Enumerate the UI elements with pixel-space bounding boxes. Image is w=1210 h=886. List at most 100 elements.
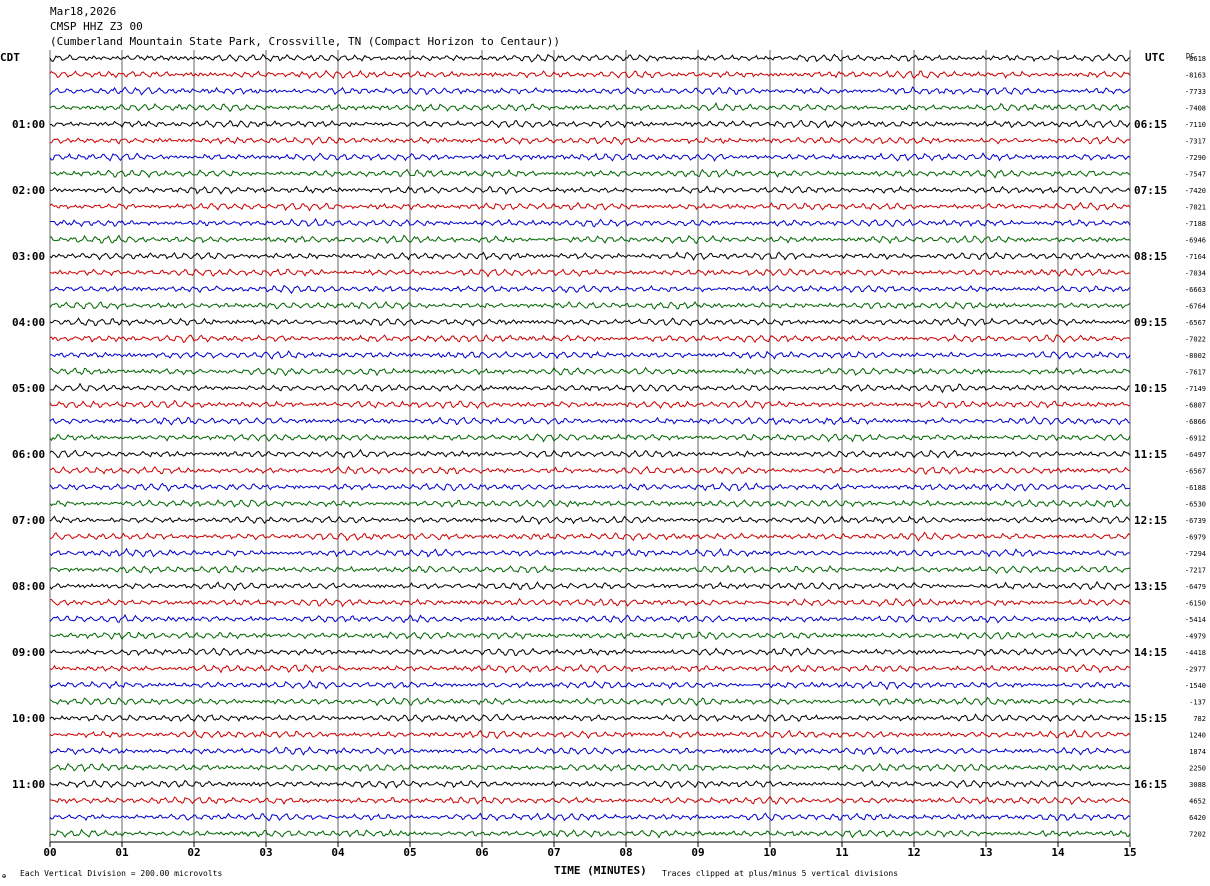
trace-line — [49, 317, 1131, 327]
left-time-label: 01:00 — [12, 118, 45, 131]
trace-line — [49, 498, 1131, 508]
dc-offset-label: -6567 — [1185, 319, 1206, 327]
dc-offset-label: -6912 — [1185, 435, 1206, 443]
dc-offset-label: -8002 — [1185, 352, 1206, 360]
right-time-label: 15:15 — [1134, 712, 1167, 725]
left-time-label: 10:00 — [12, 712, 45, 725]
dc-offset-label: -6150 — [1185, 600, 1206, 608]
x-tick-label: 10 — [763, 846, 776, 859]
x-tick-label: 03 — [259, 846, 272, 859]
dc-offset-label: -7164 — [1185, 253, 1206, 261]
x-tick-label: 08 — [619, 846, 632, 859]
trace-line — [49, 251, 1131, 261]
trace-line — [49, 201, 1131, 212]
right-timezone-label: UTC — [1145, 51, 1165, 64]
dc-offset-label: -7317 — [1185, 138, 1206, 146]
trace-line — [49, 613, 1131, 624]
dc-offset-label: 4652 — [1189, 798, 1206, 806]
dc-offset-label: -8618 — [1185, 55, 1206, 63]
right-time-label: 14:15 — [1134, 646, 1167, 659]
right-time-label: 16:15 — [1134, 778, 1167, 791]
trace-line — [49, 696, 1131, 707]
dc-offset-label: 6420 — [1189, 814, 1206, 822]
trace-line — [49, 300, 1131, 310]
x-tick-label: 00 — [43, 846, 56, 859]
left-time-label: 06:00 — [12, 448, 45, 461]
x-axis: 00 01 02 03 04 05 06 07 08 09 10 11 12 13 14 15 — [43, 841, 1137, 859]
right-time-label: 09:15 — [1134, 316, 1167, 329]
trace-line — [49, 580, 1131, 591]
dc-offset-label: -6807 — [1185, 402, 1206, 410]
trace-line — [49, 217, 1131, 228]
trace-line — [49, 531, 1131, 542]
dc-offset-label: -7022 — [1185, 336, 1206, 344]
dc-offset-label: -6739 — [1185, 517, 1206, 525]
dc-offset-label: 1874 — [1189, 748, 1206, 756]
dc-offset-label: -7420 — [1185, 187, 1206, 195]
trace-line — [49, 382, 1131, 394]
dc-offset-label: -7408 — [1185, 105, 1206, 113]
trace-line — [49, 729, 1131, 740]
dc-offset-label: -7547 — [1185, 171, 1206, 179]
x-tick-label: 05 — [403, 846, 416, 859]
trace-line — [49, 746, 1131, 756]
trace-line — [49, 69, 1131, 80]
trace-line — [49, 647, 1131, 657]
dc-offset-label: -7294 — [1185, 550, 1206, 558]
right-time-label: 11:15 — [1134, 448, 1167, 461]
dc-offset-label: -4979 — [1185, 633, 1206, 641]
left-time-label: 11:00 — [12, 778, 45, 791]
trace-line — [49, 465, 1131, 476]
dc-offset-label: -6567 — [1185, 468, 1206, 476]
trace-line — [49, 152, 1131, 162]
dc-header-label: DC — [1186, 52, 1194, 60]
trace-line — [49, 680, 1131, 691]
dc-offset-label: -6530 — [1185, 501, 1206, 509]
grid — [49, 50, 1131, 842]
header-date: Mar18,2026 — [50, 5, 117, 18]
dc-offset-label: -5414 — [1185, 616, 1206, 624]
left-time-label: 08:00 — [12, 580, 45, 593]
x-tick-label: 04 — [331, 846, 345, 859]
dc-offset-label: -7021 — [1185, 204, 1206, 212]
dc-offset-label: -7034 — [1185, 270, 1206, 278]
trace-line — [49, 515, 1131, 526]
header-location: (Cumberland Mountain State Park, Crossvi… — [50, 35, 560, 48]
left-time-label: 04:00 — [12, 316, 45, 329]
dc-offset-label: -137 — [1189, 699, 1206, 707]
left-time-label: 07:00 — [12, 514, 45, 527]
trace-line — [49, 547, 1131, 558]
dc-offset-label: -7217 — [1185, 567, 1206, 575]
left-time-label: 05:00 — [12, 382, 45, 395]
x-tick-label: 12 — [907, 846, 920, 859]
dc-offset-label: -6663 — [1185, 286, 1206, 294]
dc-offset-label: -4418 — [1185, 649, 1206, 657]
left-timezone-label: CDT — [0, 51, 20, 64]
right-time-label: 10:15 — [1134, 382, 1167, 395]
dc-offset-label: 782 — [1193, 715, 1206, 723]
trace-line — [49, 284, 1131, 294]
left-time-labels: 01:00 02:00 03:00 04:00 05:00 06:00 07:00 08:00… — [12, 118, 45, 791]
trace-line — [49, 663, 1131, 674]
dc-offset-label: -7149 — [1185, 385, 1206, 393]
dc-offset-label: -6188 — [1185, 484, 1206, 492]
dc-offset-label: -7110 — [1185, 121, 1206, 129]
x-tick-label: 15 — [1123, 846, 1136, 859]
dc-offset-label: -6979 — [1185, 534, 1206, 542]
dc-offset-label: 7202 — [1189, 831, 1206, 839]
trace-line — [49, 779, 1130, 790]
trace-line — [49, 350, 1131, 360]
x-tick-label: 11 — [835, 846, 849, 859]
corner-mark-icon: ✠ — [2, 872, 6, 880]
header-station: CMSP HHZ Z3 00 — [50, 20, 143, 33]
footer-clip-note: Traces clipped at plus/minus 5 vertical … — [662, 869, 898, 878]
left-time-label: 03:00 — [12, 250, 45, 263]
dc-offset-label: 3088 — [1189, 781, 1206, 789]
dc-offset-labels: -8618 -8163 -7733 -7408 -7110 -7317 -7290 -7547… — [1185, 55, 1206, 839]
x-tick-label: 07 — [547, 846, 560, 859]
trace-line — [49, 415, 1131, 426]
trace-line — [49, 168, 1131, 179]
dc-offset-label: -7733 — [1185, 88, 1206, 96]
trace-line — [49, 119, 1131, 129]
